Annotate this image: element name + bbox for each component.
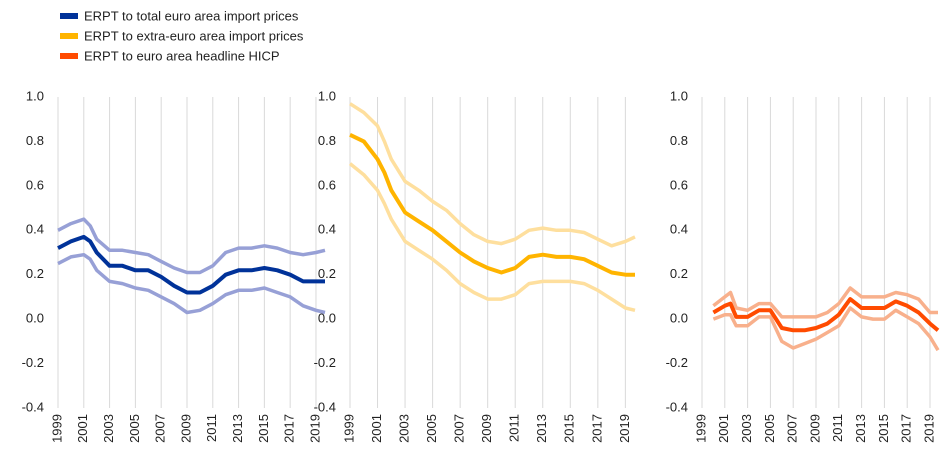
x-tick-label: 1999 xyxy=(693,414,708,443)
x-tick-label: 2015 xyxy=(256,414,271,443)
x-tick-label: 2007 xyxy=(153,414,168,443)
y-tick-label: -0.4 xyxy=(666,399,688,414)
x-tick-label: 2011 xyxy=(507,414,522,442)
y-tick-label: 0.2 xyxy=(670,266,688,281)
x-tick-label: 2009 xyxy=(178,414,193,443)
x-tick-label: 2011 xyxy=(204,414,219,442)
y-tick-label: 0.4 xyxy=(318,222,336,237)
legend-swatch xyxy=(60,53,78,59)
band-line xyxy=(712,306,940,352)
y-tick-label: 1.0 xyxy=(670,88,688,103)
band-line xyxy=(712,286,938,319)
x-tick-label: 2005 xyxy=(762,414,777,443)
y-tick-label: 0.2 xyxy=(26,266,44,281)
y-tick-label: 1.0 xyxy=(318,88,336,103)
series-line xyxy=(349,132,635,277)
y-tick-label: 0.2 xyxy=(318,266,336,281)
y-tick-label: 0.0 xyxy=(318,311,336,326)
x-tick-label: 2003 xyxy=(739,414,754,443)
x-tick-label: 2017 xyxy=(589,414,604,443)
x-tick-label: 1999 xyxy=(341,414,356,443)
x-tick-label: 2003 xyxy=(101,414,116,443)
y-tick-label: 1.0 xyxy=(26,88,44,103)
x-tick-label: 2007 xyxy=(452,414,467,443)
x-tick-label: 2003 xyxy=(397,414,412,443)
y-tick-label: 0.0 xyxy=(670,311,688,326)
x-tick-label: 2009 xyxy=(807,414,822,443)
y-tick-label: -0.4 xyxy=(314,399,336,414)
x-tick-label: 2017 xyxy=(899,414,914,443)
x-tick-label: 2019 xyxy=(617,414,632,443)
y-tick-label: -0.2 xyxy=(314,355,336,370)
band-line xyxy=(57,252,326,315)
legend-label: ERPT to euro area headline HICP xyxy=(84,48,280,63)
y-tick-label: 0.6 xyxy=(318,177,336,192)
y-tick-label: 0.8 xyxy=(318,133,336,148)
x-tick-label: 2019 xyxy=(921,414,936,443)
y-tick-label: 0.0 xyxy=(26,311,44,326)
legend-swatch xyxy=(60,33,78,39)
series-line xyxy=(57,234,325,295)
y-tick-label: 0.6 xyxy=(670,177,688,192)
x-tick-label: 2009 xyxy=(479,414,494,443)
x-tick-label: 2001 xyxy=(75,414,90,443)
legend-swatch xyxy=(60,13,78,19)
band-line xyxy=(349,102,636,248)
x-tick-label: 2013 xyxy=(853,414,868,443)
y-tick-label: -0.2 xyxy=(22,355,44,370)
x-tick-label: 2019 xyxy=(307,414,322,443)
x-tick-label: 2017 xyxy=(282,414,297,443)
y-tick-label: 0.6 xyxy=(26,177,44,192)
x-tick-label: 2013 xyxy=(230,414,245,443)
y-tick-label: 0.8 xyxy=(670,133,688,148)
x-tick-label: 2015 xyxy=(876,414,891,443)
band-line xyxy=(57,217,326,275)
x-tick-label: 2001 xyxy=(369,414,384,443)
band-line xyxy=(348,162,636,313)
x-tick-label: 2005 xyxy=(424,414,439,443)
legend-label: ERPT to extra-euro area import prices xyxy=(84,28,304,43)
x-tick-label: 1999 xyxy=(49,414,64,443)
x-tick-label: 2005 xyxy=(127,414,142,443)
y-tick-label: 0.4 xyxy=(26,222,44,237)
x-tick-label: 2001 xyxy=(716,414,731,443)
x-tick-label: 2007 xyxy=(785,414,800,443)
legend-label: ERPT to total euro area import prices xyxy=(84,8,299,23)
x-tick-label: 2011 xyxy=(830,414,845,442)
x-tick-label: 2013 xyxy=(534,414,549,443)
y-tick-label: 0.8 xyxy=(26,133,44,148)
y-tick-label: -0.4 xyxy=(22,399,44,414)
y-tick-label: 0.4 xyxy=(670,222,688,237)
x-tick-label: 2015 xyxy=(562,414,577,443)
y-tick-label: -0.2 xyxy=(666,355,688,370)
series-line xyxy=(712,297,940,333)
